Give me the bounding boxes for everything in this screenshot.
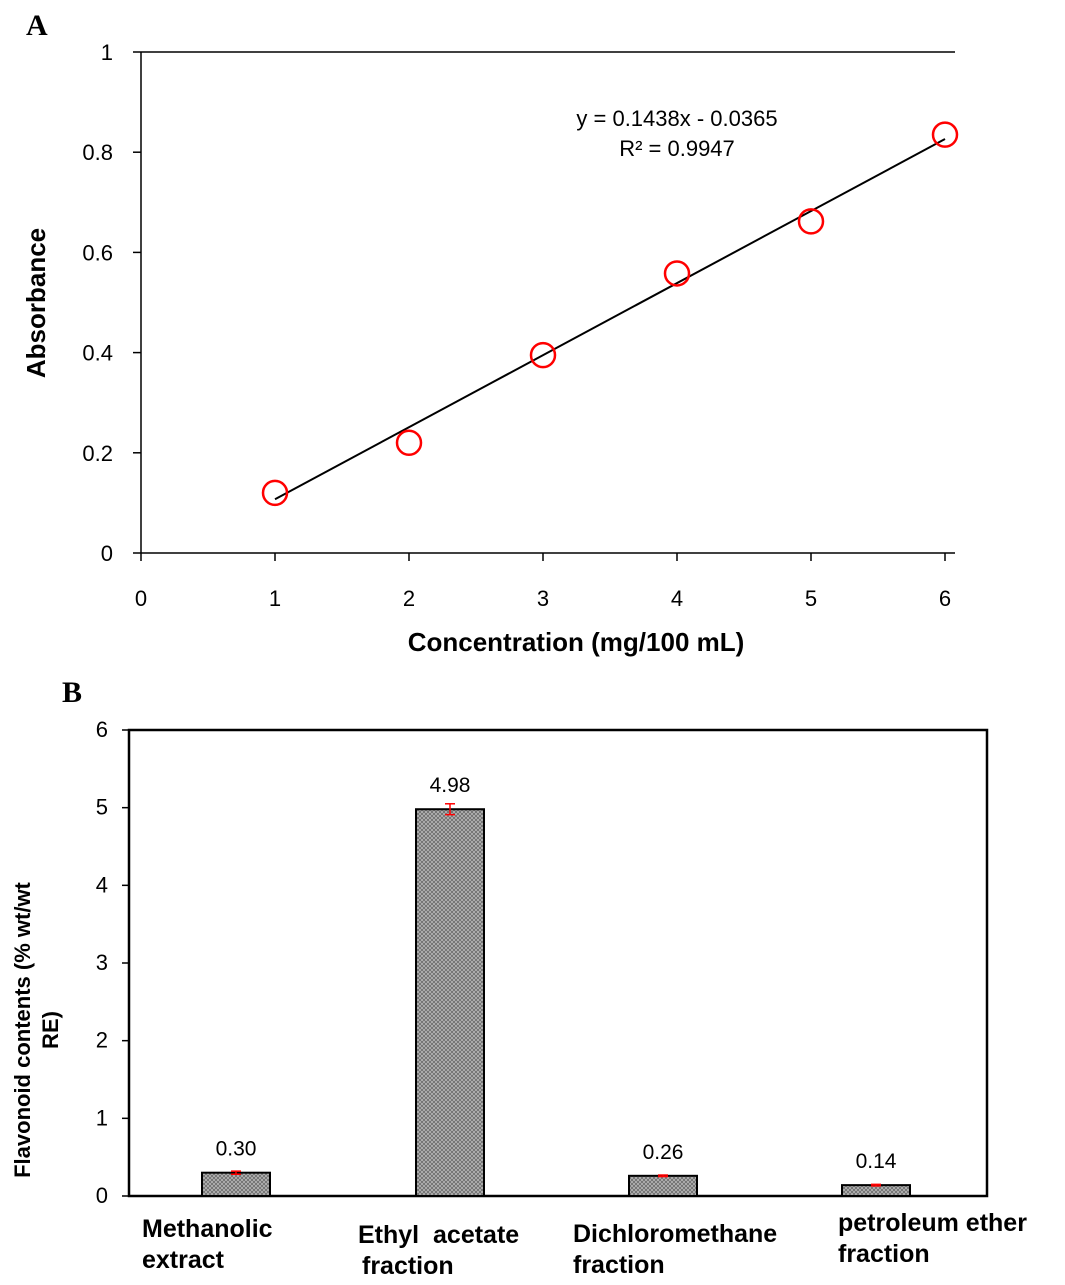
data-point (797, 208, 825, 235)
data-point (261, 479, 289, 507)
y-tick-label: 4 (96, 872, 108, 897)
category-label: petroleum ether (838, 1209, 1027, 1237)
bar (841, 1184, 911, 1198)
y-axis-title: Absorbance (21, 228, 51, 378)
category-label: fraction (573, 1251, 665, 1279)
bar (628, 1174, 698, 1197)
bar-value-label: 0.26 (643, 1141, 684, 1164)
y-tick-label: 0 (96, 1183, 108, 1208)
y-tick-label: 0.6 (82, 240, 113, 265)
category-label: fraction (362, 1252, 454, 1280)
y-tick-label: 0.8 (82, 140, 113, 165)
data-point (931, 121, 959, 148)
category-label: Dichloromethane (573, 1220, 777, 1248)
x-tick-label: 6 (939, 586, 951, 611)
x-tick-label: 4 (671, 586, 683, 611)
bar-value-label: 0.30 (216, 1138, 257, 1161)
x-axis-title: Concentration (mg/100 mL) (408, 627, 745, 657)
bar (415, 808, 485, 1197)
y-axis-title-line-2: RE) (38, 1011, 63, 1049)
y-tick-label: 0.4 (82, 341, 113, 366)
calibration-scatter-chart: 0 0.2 0.4 0.6 0.8 1 0 1 2 3 4 5 6 y = 0.1438x - 0.0… (21, 40, 959, 657)
category-label: fraction (838, 1240, 930, 1268)
panel-a-label: A (26, 9, 48, 42)
category-label: Methanolic (142, 1215, 273, 1243)
panel-b-label: B (62, 676, 82, 709)
category-label: Ethyl acetate (358, 1221, 519, 1249)
y-tick-label: 2 (96, 1028, 108, 1053)
x-tick-label: 5 (805, 586, 817, 611)
y-tick-label: 6 (96, 717, 108, 742)
data-point (529, 341, 557, 369)
plot-frame (127, 728, 989, 1198)
x-tick-label: 2 (403, 586, 415, 611)
y-tick-label: 1 (101, 40, 113, 65)
flavonoid-bar-chart: 0 1 2 3 4 5 6 0.30 4.98 0.26 0.14 Methanolic extra… (10, 717, 1027, 1280)
bar (201, 1171, 271, 1197)
y-axis-title-line-1: Flavonoid contents (% wt/wt (10, 881, 35, 1177)
y-tick-label: 0 (101, 541, 113, 566)
bar-value-label: 4.98 (430, 774, 471, 797)
regression-equation: y = 0.1438x - 0.0365 (576, 106, 777, 131)
bar-value-label: 0.14 (856, 1150, 897, 1173)
x-tick-label: 1 (269, 586, 281, 611)
data-point (663, 260, 691, 287)
r-squared-label: R² = 0.9947 (619, 136, 735, 161)
data-point (395, 429, 423, 457)
y-tick-label: 0.2 (82, 441, 113, 466)
y-tick-label: 3 (96, 950, 108, 975)
y-tick-label: 5 (96, 795, 108, 820)
x-tick-label: 0 (135, 586, 147, 611)
trendline (274, 138, 946, 501)
category-label: extract (142, 1246, 225, 1274)
y-tick-label: 1 (96, 1105, 108, 1130)
x-tick-label: 3 (537, 586, 549, 611)
